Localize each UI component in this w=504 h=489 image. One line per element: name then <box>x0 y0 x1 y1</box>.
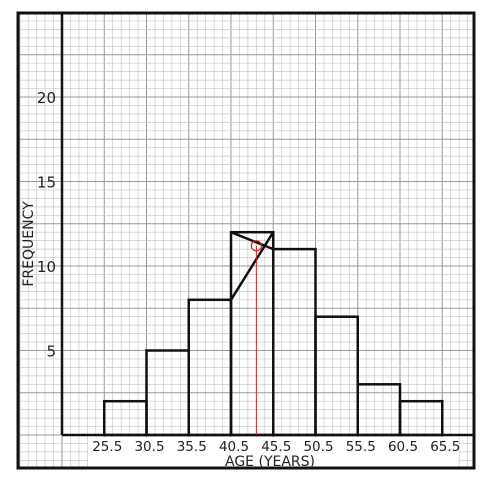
mode-diagonal-right <box>230 231 274 251</box>
y-tick-labels: 5 10 15 20 <box>37 89 56 361</box>
x-tick-label: 35.5 <box>177 439 207 455</box>
mode-construction <box>229 231 275 435</box>
mode-point-marker <box>250 240 262 252</box>
histogram-bar <box>398 399 444 437</box>
x-label-background <box>88 437 458 467</box>
grid <box>18 13 474 468</box>
x-tick-label: 50.5 <box>303 439 333 455</box>
y-tick-label: 10 <box>37 258 56 276</box>
x-tick-label: 65.5 <box>430 439 460 455</box>
chart-frame <box>16 11 476 470</box>
histogram-bar <box>314 315 359 437</box>
x-tick-label: 60.5 <box>388 439 418 455</box>
x-axis-label: AGE (YEARS) <box>225 454 315 470</box>
y-tick-label: 20 <box>37 89 56 107</box>
x-tick-label: 55.5 <box>346 439 376 455</box>
x-tick-label: 25.5 <box>92 439 122 455</box>
mode-diagonal-left <box>229 231 275 301</box>
x-tick-labels: 25.5 30.5 35.5 40.5 45.5 50.5 55.5 60.5 65.5 <box>92 439 460 455</box>
y-axis-label: FREQUENCY <box>21 201 37 287</box>
x-tick-label: 45.5 <box>261 439 291 455</box>
y-tick-label: 15 <box>37 174 56 192</box>
x-tick-label: 30.5 <box>134 439 164 455</box>
y-tick-label: 5 <box>46 343 56 361</box>
histogram-bars <box>103 230 444 437</box>
x-tick-label: 40.5 <box>219 439 249 455</box>
